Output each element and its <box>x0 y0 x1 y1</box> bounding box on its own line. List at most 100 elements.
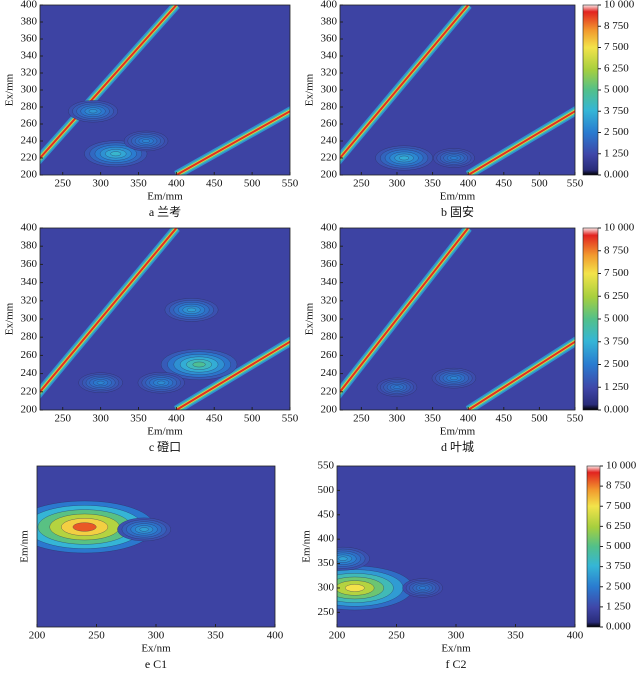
colorbar-tick-label: 6 250 <box>606 520 631 532</box>
y-tick-label: 280 <box>321 331 338 343</box>
contour-level <box>139 527 149 532</box>
y-axis-label: Ex/mm <box>4 73 16 106</box>
x-tick-label: 250 <box>54 413 71 425</box>
y-tick-label: 340 <box>21 276 38 288</box>
y-tick-label: 360 <box>321 33 338 45</box>
x-tick-label: 350 <box>130 178 147 190</box>
y-tick-label: 340 <box>21 50 38 62</box>
y-tick-label: 200 <box>321 169 338 181</box>
colorbar-tick-label: 2 500 <box>604 126 629 138</box>
contour-level <box>110 151 122 157</box>
x-tick-label: 550 <box>567 413 584 425</box>
y-tick-label: 220 <box>21 385 38 397</box>
colorbar-tick-label: 10 000 <box>604 222 635 234</box>
scatter-stripe <box>175 340 290 410</box>
y-tick-label: 360 <box>321 258 338 270</box>
colorbar-tick-label: 5 000 <box>604 313 629 325</box>
caption: c 磴口 <box>149 440 181 454</box>
x-tick-label: 250 <box>54 178 71 190</box>
x-tick-label: 300 <box>448 630 465 642</box>
y-tick-label: 380 <box>321 16 338 28</box>
contour-level <box>393 385 401 389</box>
x-tick-label: 200 <box>29 630 46 642</box>
y-tick-label: 320 <box>21 67 38 79</box>
y-tick-label: 280 <box>21 331 38 343</box>
colorbar-tick-label: 1 250 <box>606 600 631 612</box>
x-tick-label: 350 <box>424 178 441 190</box>
y-tick-label: 320 <box>321 294 338 306</box>
y-tick-label: 400 <box>21 222 38 234</box>
x-tick-label: 400 <box>460 413 477 425</box>
y-axis-label: Em/nm <box>19 530 31 563</box>
colorbar-tick-label: 1 250 <box>604 381 629 393</box>
y-tick-label: 240 <box>321 135 338 147</box>
y-tick-label: 300 <box>21 84 38 96</box>
scatter-stripe <box>40 228 178 394</box>
y-tick-label: 300 <box>21 313 38 325</box>
plot-area <box>40 5 290 175</box>
x-tick-label: 400 <box>267 630 284 642</box>
y-tick-label: 320 <box>321 67 338 79</box>
x-axis-label: Em/mm <box>440 191 476 203</box>
y-tick-label: 350 <box>318 557 335 569</box>
x-tick-label: 500 <box>531 413 548 425</box>
colorbar-tick-label: 3 750 <box>604 335 629 347</box>
y-tick-label: 260 <box>21 118 38 130</box>
x-axis-label: Ex/nm <box>141 643 171 655</box>
plot-area <box>40 228 290 410</box>
colorbar-tick-label: 8 750 <box>606 480 631 492</box>
y-tick-label: 360 <box>21 258 38 270</box>
colorbar-tick-label: 10 000 <box>604 0 635 11</box>
x-tick-label: 300 <box>389 178 406 190</box>
colorbar-tick-label: 0.000 <box>604 404 629 416</box>
y-tick-label: 400 <box>318 533 335 545</box>
x-tick-label: 350 <box>424 413 441 425</box>
x-tick-label: 500 <box>531 178 548 190</box>
scatter-stripe <box>40 5 178 160</box>
x-tick-label: 350 <box>130 413 147 425</box>
plot-area <box>37 466 275 627</box>
y-axis-label: Em/nm <box>301 530 313 563</box>
x-tick-label: 250 <box>388 630 405 642</box>
colorbar-tick-label: 5 000 <box>606 540 631 552</box>
colorbar-tick-label: 7 500 <box>604 41 629 53</box>
y-tick-label: 340 <box>321 50 338 62</box>
y-tick-label: 380 <box>21 240 38 252</box>
scatter-stripe <box>467 340 575 410</box>
y-axis-label: Ex/mm <box>4 302 16 335</box>
contour-level <box>338 556 348 561</box>
x-tick-label: 450 <box>496 178 513 190</box>
colorbar <box>582 227 599 411</box>
x-tick-label: 500 <box>244 413 261 425</box>
caption: f C2 <box>446 657 467 671</box>
x-tick-label: 300 <box>389 413 406 425</box>
colorbar-tick-label: 0.000 <box>606 621 631 633</box>
plot-area <box>340 5 575 175</box>
contour-level <box>186 307 197 312</box>
y-tick-label: 500 <box>318 484 335 496</box>
contour-level <box>192 361 206 368</box>
x-tick-label: 500 <box>244 178 261 190</box>
y-tick-label: 200 <box>21 404 38 416</box>
caption: d 叶城 <box>441 440 474 454</box>
caption: b 固安 <box>441 204 474 219</box>
contour-level <box>88 109 98 114</box>
y-tick-label: 220 <box>321 385 338 397</box>
colorbar-tick-label: 7 500 <box>604 267 629 279</box>
x-tick-label: 400 <box>460 178 477 190</box>
x-tick-label: 550 <box>282 178 299 190</box>
scatter-stripe <box>340 228 469 394</box>
colorbar-tick-label: 3 750 <box>606 560 631 572</box>
colorbar-tick-label: 2 500 <box>604 358 629 370</box>
x-tick-label: 400 <box>567 630 584 642</box>
contour-level <box>345 584 365 592</box>
y-tick-label: 260 <box>21 349 38 361</box>
colorbar <box>586 465 601 628</box>
x-tick-label: 400 <box>168 413 185 425</box>
x-tick-label: 300 <box>148 630 165 642</box>
contour-level <box>96 380 105 385</box>
contour-level <box>419 586 427 590</box>
x-tick-label: 250 <box>353 178 370 190</box>
y-tick-label: 240 <box>21 135 38 147</box>
y-tick-label: 300 <box>321 313 338 325</box>
